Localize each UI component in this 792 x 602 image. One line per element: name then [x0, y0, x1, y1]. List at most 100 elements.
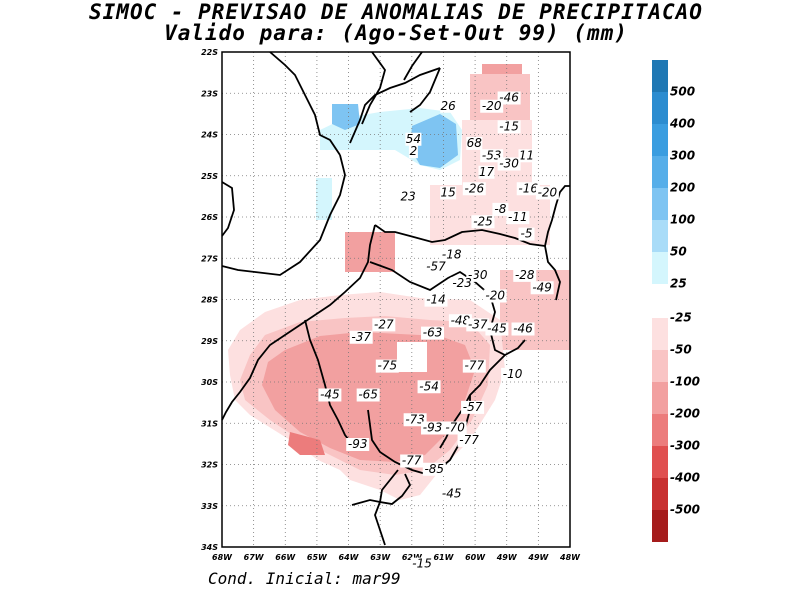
contour-label-bg [440, 99, 457, 113]
contour-label: -20 [485, 289, 505, 303]
lat-tick-label: 27S [201, 254, 218, 263]
contour-label: 11 [519, 148, 534, 162]
contour-label: -11 [508, 210, 528, 224]
contour-label: 68 [467, 136, 483, 150]
lat-tick-label: 34S [201, 543, 218, 552]
border-line [349, 67, 441, 144]
contour-label: -46 [513, 322, 533, 336]
contour-label: -85 [424, 462, 444, 476]
legend-swatch [652, 414, 668, 446]
contour-label-bg [424, 260, 448, 274]
legend-swatch [652, 318, 668, 350]
anomaly-patch [332, 104, 360, 130]
contour-label-bg [478, 165, 495, 179]
contour-label: -26 [464, 181, 484, 195]
border-line [544, 245, 561, 301]
contour-label-bg [466, 136, 483, 150]
lon-tick-label: 49W [527, 553, 549, 562]
contour-label-bg [448, 314, 472, 328]
contour-label: -23 [452, 276, 472, 290]
contour-label: -20 [538, 185, 558, 199]
contour-label: -77 [459, 433, 479, 447]
anomaly-patch [288, 432, 325, 455]
contour-label: -70 [445, 421, 465, 435]
contour-label-bg [440, 487, 464, 501]
contour-label: -93 [348, 437, 368, 451]
lat-tick-label: 22S [201, 48, 218, 57]
color-legend: 500 400 300 200 100 50 25 -25 -50 -100 -200 -300 -40… [652, 60, 700, 542]
contour-label: -57 [463, 400, 483, 414]
legend-swatch [652, 382, 668, 414]
legend-label: -100 [670, 375, 700, 389]
contour-label-bg [318, 388, 342, 402]
contour-label-bg [422, 462, 446, 476]
contour-label-bg [518, 149, 535, 163]
lon-tick-label: 65W [307, 553, 328, 562]
contour-label-bg [480, 99, 504, 113]
contour-label-bg [511, 322, 535, 336]
contour-label: 2 [410, 144, 418, 158]
contour-label: -37 [468, 317, 488, 331]
legend-swatch [652, 220, 668, 252]
lon-tick-label: 67W [244, 553, 265, 562]
contour-label-bg [421, 421, 445, 435]
lon-tick-label: 68W [212, 553, 233, 562]
contour-label-bg [346, 438, 370, 451]
lat-tick-label: 25S [201, 172, 218, 181]
initial-condition-label: Cond. Inicial: mar99 [208, 569, 401, 588]
contour-label-bg [530, 281, 554, 295]
legend-label: 25 [670, 277, 687, 291]
border-line [351, 499, 381, 506]
contour-label: -45 [487, 322, 507, 336]
lon-tick-label: 63W [370, 553, 391, 562]
legend-label: 500 [670, 85, 695, 99]
border-line [221, 181, 235, 237]
contour-label: -25 [473, 214, 493, 228]
lat-tick-label: 30S [201, 378, 218, 387]
lat-tick-label: 29S [201, 337, 218, 346]
country-borders [221, 51, 570, 546]
lon-tick-label: 66W [275, 553, 296, 562]
contour-label-bg [457, 433, 481, 447]
legend-label: -200 [670, 407, 700, 421]
lon-tick-label: 61W [433, 553, 454, 562]
contour-label-bg [349, 330, 373, 344]
contour-label: -15 [499, 119, 519, 133]
legend-swatch [652, 124, 668, 156]
contour-label-bg [506, 211, 530, 225]
lat-tick-label: 26S [201, 213, 218, 222]
map-frame [221, 51, 571, 548]
map-subtitle: Valido para: (Ago-Set-Out 99) (mm) [164, 21, 628, 45]
contour-label: -14 [426, 293, 446, 307]
lon-tick-label: 60W [465, 553, 486, 562]
contour-label-bg [405, 132, 422, 146]
legend-label: -25 [670, 311, 692, 325]
border-line [378, 469, 412, 505]
contour-label-bg [483, 289, 507, 303]
contour-label: -73 [405, 412, 425, 426]
border-line [374, 224, 546, 247]
contour-label-bg [497, 91, 521, 105]
contour-label: -48 [451, 313, 471, 327]
contour-label-bg [462, 359, 486, 373]
lat-tick-label: 32S [201, 461, 218, 470]
contour-label: -46 [499, 91, 519, 105]
lat-tick-label: 24S [201, 131, 218, 140]
lon-tick-label: 48W [559, 553, 581, 562]
contour-label: -15 [412, 557, 432, 571]
contour-label: 23 [401, 190, 416, 204]
legend-swatch [652, 92, 668, 124]
contour-label-bg [466, 318, 490, 332]
contour-label: -45 [442, 487, 462, 501]
lat-tick-label: 23S [201, 89, 218, 98]
contour-label: -45 [320, 388, 340, 402]
axis-ticks: 68W 67W 66W 65W 64W 63W 62W 61W 60W 49W 49W 48W 22S 2… [201, 48, 581, 562]
legend-label: 100 [670, 213, 695, 227]
border-line [369, 261, 526, 357]
legend-swatch [652, 446, 668, 478]
contour-label-bg [400, 190, 417, 204]
legend-label: 300 [670, 149, 695, 163]
legend-swatch [652, 350, 668, 382]
contour-label-bg [440, 248, 464, 262]
